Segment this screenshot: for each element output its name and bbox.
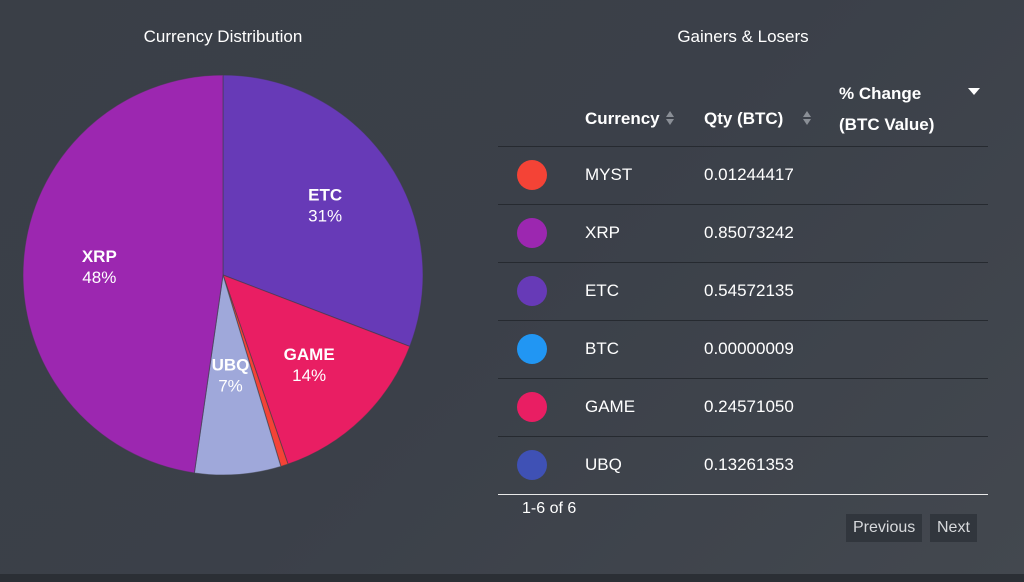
sort-arrows-icon[interactable]	[802, 110, 812, 126]
pie-chart: ETC 31% GAME 14% UBQ 7% XRP 48%	[18, 70, 428, 480]
table-body: MYST 0.01244417 XRP 0.85073242 ETC 0.545…	[498, 147, 988, 495]
column-header-change[interactable]: % Change (BTC Value)	[839, 78, 934, 140]
pie-slice-label: GAME	[284, 345, 335, 364]
pie-chart-title: Currency Distribution	[143, 27, 303, 46]
currency-color-dot	[517, 276, 547, 306]
pie-slice-label: ETC	[308, 186, 342, 205]
table-row[interactable]: UBQ 0.13261353	[498, 437, 988, 495]
cell-qty: 0.13261353	[704, 455, 794, 474]
table-row[interactable]: XRP 0.85073242	[498, 205, 988, 263]
pie-chart-svg: ETC 31% GAME 14% UBQ 7% XRP 48%	[22, 74, 424, 476]
currency-color-dot	[517, 450, 547, 480]
bottom-divider	[0, 574, 1024, 582]
pagination-count: 1-6 of 6	[522, 500, 577, 517]
sort-arrows-icon[interactable]	[665, 110, 675, 126]
pie-slice-etc[interactable]	[222, 74, 424, 348]
currency-color-dot	[517, 160, 547, 190]
cell-qty: 0.01244417	[704, 165, 794, 184]
cell-currency: XRP	[585, 223, 620, 242]
column-header-qty[interactable]: Qty (BTC)	[704, 109, 784, 128]
cell-currency: ETC	[585, 281, 619, 300]
column-header-change-line1: % Change	[839, 84, 922, 103]
pie-slice-percent: 48%	[82, 268, 116, 287]
currency-color-dot	[517, 392, 547, 422]
pie-slice-game[interactable]	[222, 274, 411, 465]
pie-slice-percent: 31%	[308, 207, 342, 226]
table-row[interactable]: ETC 0.54572135	[498, 263, 988, 321]
pie-slice-percent: 7%	[218, 377, 243, 396]
table-row[interactable]: GAME 0.24571050	[498, 379, 988, 437]
cell-currency: UBQ	[585, 455, 622, 474]
pie-slice-percent: 14%	[292, 366, 326, 385]
header-divider	[498, 146, 988, 147]
currency-color-dot	[517, 334, 547, 364]
cell-currency: GAME	[585, 397, 636, 416]
pie-slice-xrp[interactable]	[22, 74, 224, 474]
cell-qty: 0.24571050	[704, 397, 794, 416]
next-page-button[interactable]: Next	[930, 514, 977, 542]
sort-descending-icon[interactable]	[968, 83, 980, 101]
table-row[interactable]: BTC 0.00000009	[498, 321, 988, 379]
cell-currency: MYST	[585, 165, 633, 184]
cell-qty: 0.85073242	[704, 223, 794, 242]
table-title: Gainers & Losers	[677, 27, 809, 46]
column-header-currency[interactable]: Currency	[585, 109, 660, 128]
cell-qty: 0.00000009	[704, 339, 794, 358]
table-row[interactable]: MYST 0.01244417	[498, 147, 988, 205]
currency-color-dot	[517, 218, 547, 248]
previous-page-button[interactable]: Previous	[846, 514, 923, 542]
cell-qty: 0.54572135	[704, 281, 794, 300]
pie-slice-label: UBQ	[212, 356, 250, 375]
cell-currency: BTC	[585, 339, 619, 358]
column-header-change-line2: (BTC Value)	[839, 115, 935, 134]
pie-slice-label: XRP	[82, 247, 117, 266]
